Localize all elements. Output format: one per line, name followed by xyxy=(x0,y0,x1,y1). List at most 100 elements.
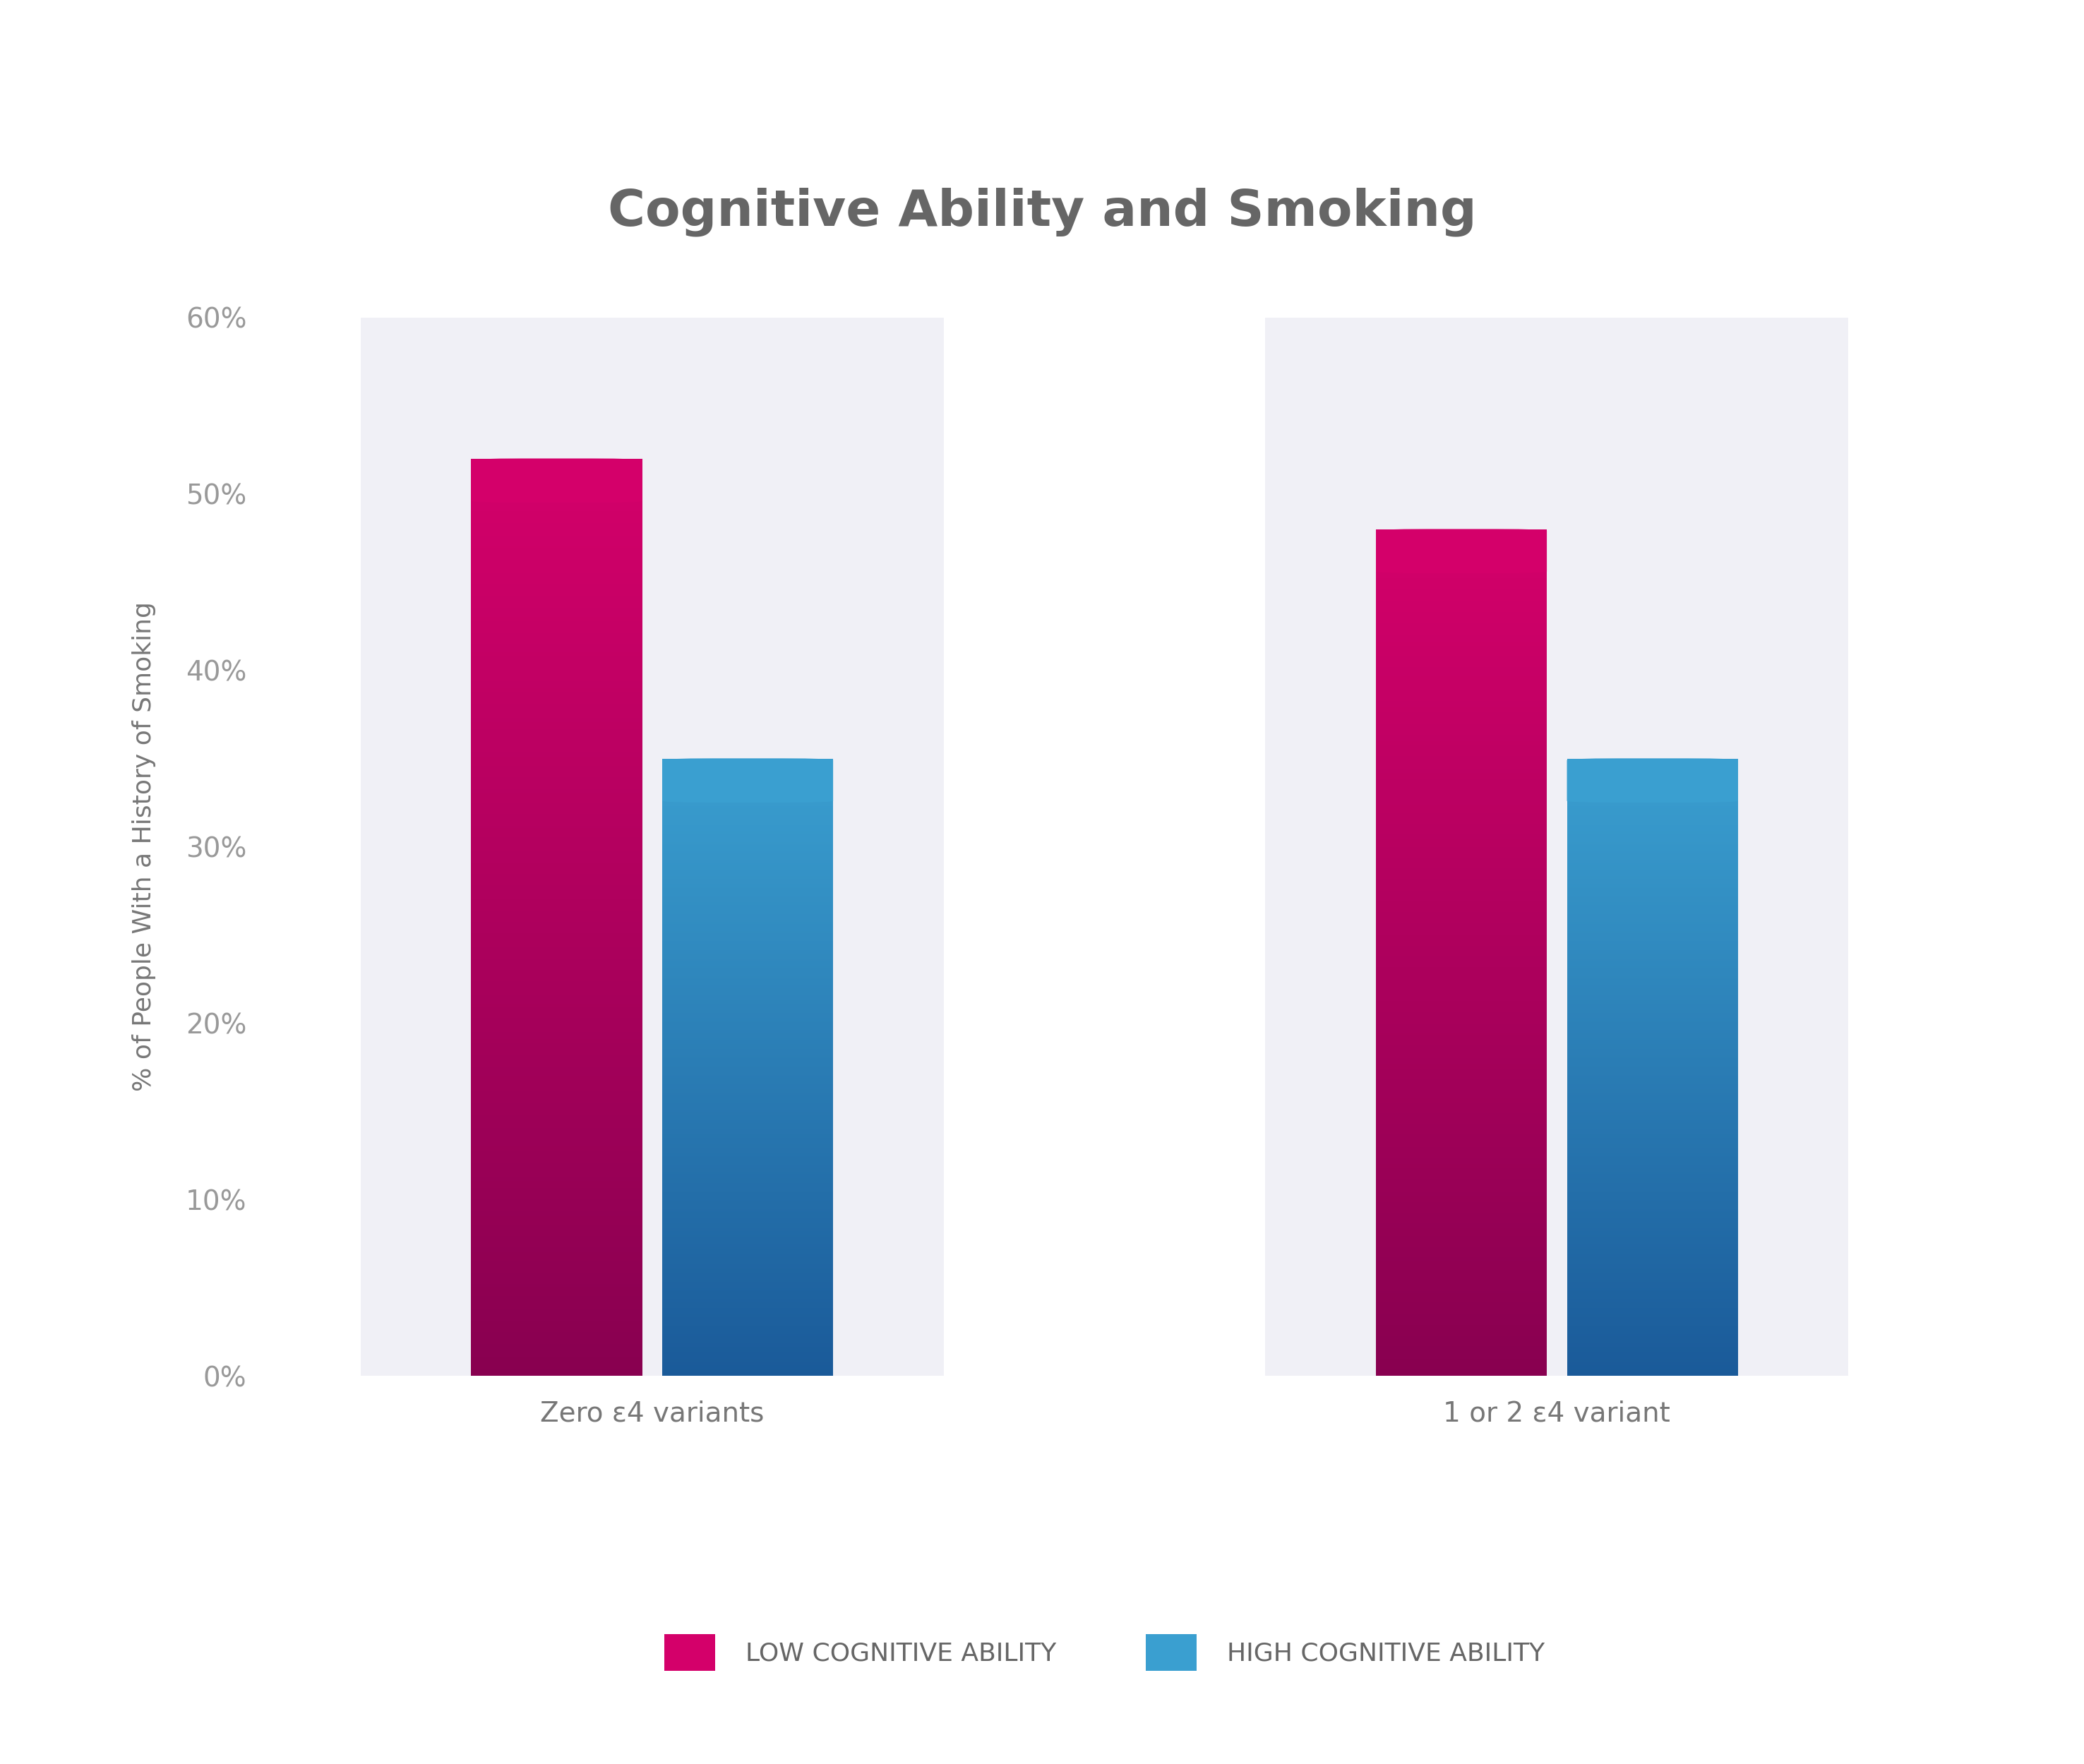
Bar xyxy=(471,1200,642,1201)
Bar xyxy=(1375,1115,1546,1118)
Bar xyxy=(471,1224,642,1228)
Bar xyxy=(471,1346,642,1348)
Bar xyxy=(471,739,642,741)
Bar xyxy=(471,1274,642,1275)
FancyBboxPatch shape xyxy=(361,318,944,1376)
Bar xyxy=(471,1198,642,1200)
Bar xyxy=(471,656,642,658)
Bar xyxy=(1375,1002,1546,1004)
Bar xyxy=(1375,882,1546,886)
Bar xyxy=(471,709,642,711)
Bar xyxy=(471,736,642,739)
Bar xyxy=(471,1048,642,1050)
Bar xyxy=(471,672,642,674)
Bar xyxy=(471,649,642,651)
Bar xyxy=(1375,1154,1546,1155)
Bar xyxy=(471,769,642,771)
Bar xyxy=(471,1147,642,1148)
Bar xyxy=(471,926,642,928)
Bar xyxy=(1375,764,1546,766)
Bar xyxy=(1375,1327,1546,1330)
Bar xyxy=(471,887,642,889)
Bar xyxy=(1375,1004,1546,1005)
Bar xyxy=(1375,1182,1546,1184)
Bar xyxy=(471,1124,642,1125)
Bar xyxy=(1375,1221,1546,1224)
Bar xyxy=(471,804,642,808)
Bar xyxy=(471,1261,642,1263)
Bar xyxy=(471,513,642,515)
Bar xyxy=(471,490,642,492)
Bar xyxy=(471,1325,642,1328)
Bar xyxy=(471,956,642,958)
Bar xyxy=(471,831,642,833)
Bar xyxy=(471,522,642,526)
Bar xyxy=(1375,1325,1546,1327)
Bar xyxy=(471,1020,642,1023)
Bar xyxy=(1375,1298,1546,1300)
Bar xyxy=(1375,1122,1546,1124)
Bar xyxy=(471,1323,642,1325)
Bar xyxy=(1375,840,1546,843)
Bar xyxy=(1375,729,1546,730)
Bar xyxy=(1375,1131,1546,1132)
Bar xyxy=(1375,647,1546,649)
Bar xyxy=(1375,907,1546,908)
Bar xyxy=(471,584,642,587)
Bar xyxy=(471,958,642,961)
Bar xyxy=(1375,607,1546,610)
Bar xyxy=(1375,559,1546,561)
Bar xyxy=(1375,1145,1546,1147)
Bar xyxy=(1375,954,1546,956)
Bar xyxy=(471,1217,642,1221)
Bar xyxy=(471,720,642,723)
Bar xyxy=(471,1170,642,1171)
Bar xyxy=(471,674,642,676)
Bar xyxy=(1375,1237,1546,1238)
Bar xyxy=(471,998,642,1000)
Bar xyxy=(1375,1342,1546,1344)
Bar xyxy=(471,1305,642,1307)
Bar xyxy=(471,901,642,903)
Bar xyxy=(1375,540,1546,542)
Bar xyxy=(471,483,642,487)
Bar xyxy=(471,741,642,743)
Bar xyxy=(471,459,642,460)
Bar xyxy=(471,841,642,843)
Bar xyxy=(471,1168,642,1170)
Bar xyxy=(471,667,642,670)
Bar xyxy=(1375,656,1546,658)
Bar xyxy=(471,1171,642,1175)
Bar xyxy=(471,896,642,900)
Bar xyxy=(1375,1166,1546,1168)
Bar xyxy=(1375,956,1546,960)
Bar xyxy=(1375,944,1546,946)
Bar xyxy=(471,711,642,713)
Bar xyxy=(1375,1028,1546,1030)
Bar xyxy=(471,582,642,584)
Bar xyxy=(471,603,642,605)
Bar xyxy=(1375,903,1546,907)
Bar xyxy=(1375,1081,1546,1083)
Bar xyxy=(1375,1087,1546,1088)
Bar xyxy=(471,1014,642,1016)
Bar xyxy=(471,526,642,527)
Bar xyxy=(1375,1118,1546,1120)
Bar xyxy=(1375,688,1546,690)
Bar xyxy=(1375,633,1546,635)
Bar xyxy=(1375,796,1546,797)
Bar xyxy=(471,1307,642,1309)
Bar xyxy=(471,1221,642,1222)
Bar xyxy=(471,789,642,790)
Bar xyxy=(471,1371,642,1374)
Bar xyxy=(471,1191,642,1192)
Bar xyxy=(1375,1348,1546,1351)
Bar xyxy=(1375,857,1546,859)
Bar xyxy=(471,1208,642,1210)
Bar xyxy=(1375,533,1546,536)
Bar xyxy=(1375,1337,1546,1341)
Bar xyxy=(471,732,642,734)
Bar xyxy=(471,1314,642,1316)
Bar xyxy=(471,1000,642,1002)
Bar xyxy=(471,697,642,700)
